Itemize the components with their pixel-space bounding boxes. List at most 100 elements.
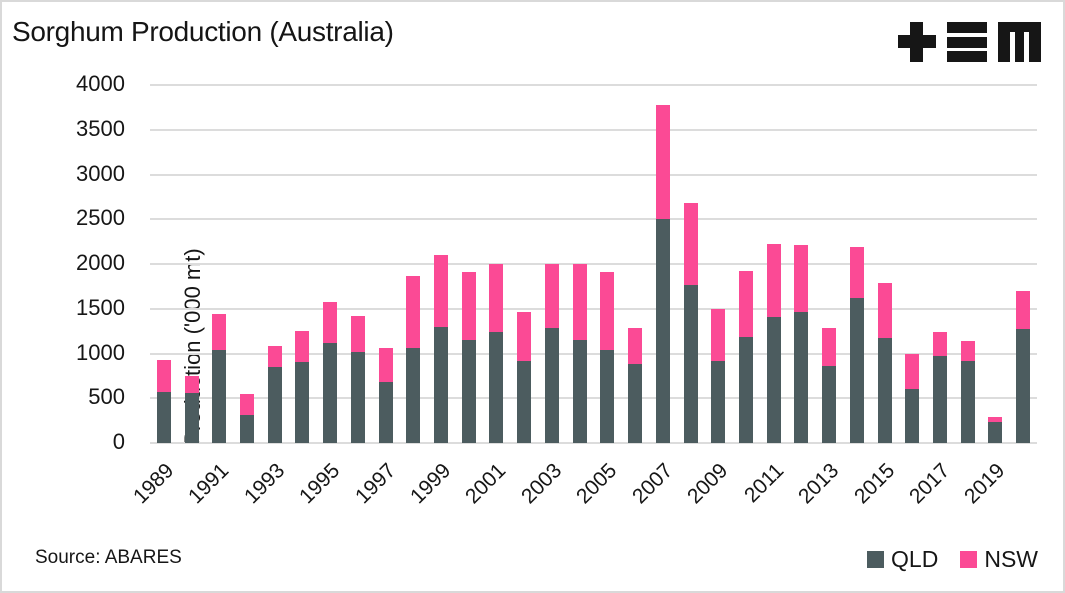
y-tick-label-4000: 4000	[76, 71, 125, 96]
bar-2010	[738, 270, 753, 443]
y-tick-label-3500: 3500	[76, 115, 125, 141]
bar-1994	[295, 330, 310, 443]
bar-segment-nsw-2012	[794, 244, 809, 312]
bar-segment-qld-1989	[156, 392, 171, 443]
bar-1997	[378, 348, 393, 443]
bar-segment-nsw-2005	[600, 271, 615, 350]
gridline-500	[150, 397, 1037, 400]
bar-segment-nsw-1989	[156, 359, 171, 392]
bar-2007	[655, 105, 670, 443]
logo-m-icon	[998, 22, 1041, 62]
bar-2017	[932, 331, 947, 443]
bar-segment-qld-1994	[295, 361, 310, 443]
bar-2018	[960, 340, 975, 443]
bar-segment-nsw-2014	[849, 247, 864, 299]
bar-segment-qld-2002	[517, 360, 532, 443]
bar-segment-nsw-2004	[572, 263, 587, 341]
bar-segment-qld-2003	[544, 327, 559, 443]
bar-segment-nsw-1998	[406, 275, 421, 349]
y-tick-label-1000: 1000	[76, 339, 125, 365]
gridline-3500	[150, 128, 1037, 131]
gridline-4000	[150, 84, 1037, 86]
bar-2020	[1016, 290, 1031, 443]
bar-segment-qld-2016	[905, 389, 920, 443]
bar-segment-qld-1992	[240, 414, 255, 443]
bar-segment-nsw-2018	[960, 340, 975, 362]
bar-segment-qld-2006	[628, 363, 643, 443]
bar-segment-qld-2017	[932, 356, 947, 443]
bar-segment-nsw-1992	[240, 394, 255, 415]
bar-segment-qld-2010	[738, 337, 753, 443]
bar-segment-nsw-2019	[988, 416, 1003, 422]
bar-segment-qld-2001	[489, 332, 504, 443]
bar-segment-qld-2004	[572, 340, 587, 443]
bar-segment-qld-2007	[655, 219, 670, 443]
bar-2011	[766, 243, 781, 443]
gridline-1000	[150, 352, 1037, 355]
source-note: Source: ABARES	[35, 547, 182, 568]
bar-segment-nsw-2020	[1016, 290, 1031, 330]
bar-segment-nsw-2000	[461, 271, 476, 341]
bar-1995	[323, 301, 338, 443]
bar-2005	[600, 271, 615, 443]
y-tick-label-2000: 2000	[76, 250, 125, 275]
bar-2012	[794, 244, 809, 443]
bar-1989	[156, 359, 171, 443]
bar-segment-qld-2014	[849, 298, 864, 443]
bar-segment-qld-2020	[1016, 329, 1031, 443]
plot-area: Production ('000 mt) 0 500 1000 1500 2000 250…	[76, 71, 1037, 508]
bar-segment-qld-2019	[988, 421, 1003, 443]
y-tick-label-1500: 1500	[76, 294, 125, 320]
legend: QLD NSW	[867, 546, 1038, 573]
bar-segment-qld-2008	[683, 284, 698, 443]
bar-segment-qld-1991	[212, 349, 227, 443]
gridline-3000	[150, 173, 1037, 176]
bar-segment-nsw-1997	[378, 348, 393, 382]
bar-segment-nsw-2010	[738, 270, 753, 338]
bar-segment-nsw-2001	[489, 263, 504, 333]
y-tick-label-0: 0	[112, 429, 125, 454]
bar-2019	[988, 416, 1003, 443]
bar-segment-qld-2000	[461, 340, 476, 443]
bar-segment-qld-1998	[406, 348, 421, 443]
bar-segment-qld-2012	[794, 311, 809, 443]
y-tick-label-500: 500	[88, 384, 125, 410]
bar-segment-nsw-1996	[350, 316, 365, 352]
bar-segment-qld-1993	[267, 367, 282, 443]
bar-segment-nsw-2007	[655, 105, 670, 220]
bar-segment-nsw-2015	[877, 282, 892, 339]
legend-label-nsw: NSW	[984, 546, 1038, 572]
legend-item-qld: QLD	[867, 546, 938, 573]
bar-segment-nsw-2003	[544, 264, 559, 328]
bar-2006	[628, 328, 643, 443]
bar-segment-nsw-2008	[683, 202, 698, 285]
bar-1996	[350, 316, 365, 443]
y-tick-label-2500: 2500	[76, 205, 125, 231]
bar-segment-nsw-1993	[267, 346, 282, 368]
bar-2013	[822, 328, 837, 443]
bar-segment-qld-1999	[434, 326, 449, 443]
bar-2002	[517, 312, 532, 443]
bar-2003	[544, 264, 559, 443]
bar-segment-qld-2018	[960, 361, 975, 443]
bar-2001	[489, 263, 504, 443]
gridline-1500	[150, 307, 1037, 310]
gridline-0	[150, 442, 1037, 444]
bar-segment-nsw-2011	[766, 243, 781, 317]
bar-segment-nsw-2016	[905, 354, 920, 390]
bar-segment-qld-1990	[184, 393, 199, 443]
bar-segment-qld-1997	[378, 381, 393, 443]
bar-1998	[406, 275, 421, 443]
legend-swatch-nsw	[960, 551, 978, 568]
y-tick-label-3000: 3000	[76, 160, 125, 186]
bar-1990	[184, 375, 199, 443]
bar-1992	[240, 394, 255, 443]
bar-segment-qld-1995	[323, 343, 338, 443]
logo-triple-bar-icon	[947, 22, 987, 62]
bar-segment-nsw-2009	[711, 309, 726, 362]
bar-2016	[905, 354, 920, 443]
bar-2015	[877, 282, 892, 443]
bar-segment-qld-1996	[350, 351, 365, 443]
bar-segment-qld-2009	[711, 361, 726, 443]
bar-1991	[212, 314, 227, 443]
